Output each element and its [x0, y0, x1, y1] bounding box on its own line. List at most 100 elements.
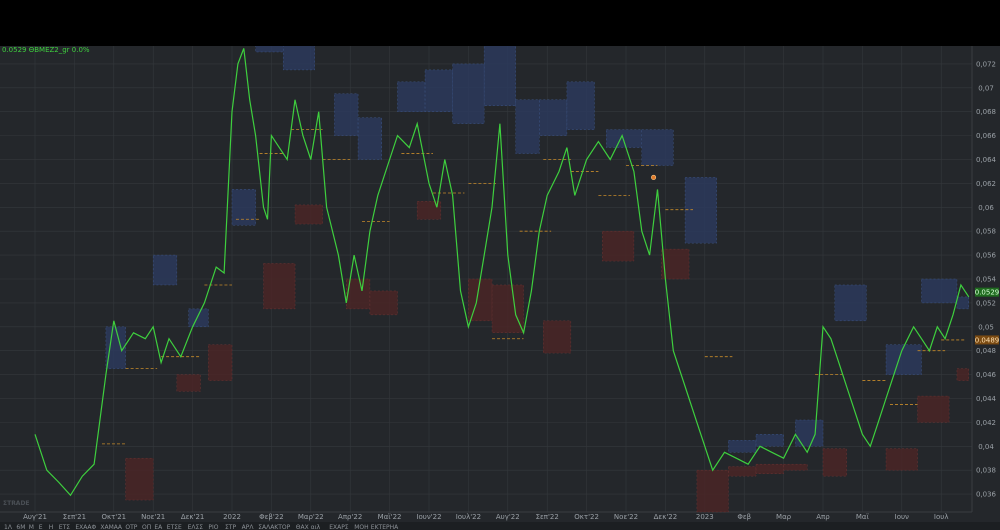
resistance-box — [357, 117, 382, 160]
y-tick-label: 0,04 — [978, 443, 994, 451]
toolbar-item[interactable]: ΕΛΣΣ — [188, 524, 204, 530]
resistance-box — [566, 81, 595, 130]
toolbar-item[interactable]: Ε — [39, 524, 43, 530]
support-box — [728, 466, 757, 477]
support-box — [755, 463, 784, 475]
resistance-box — [424, 69, 453, 112]
x-tick-label: Σεπ'22 — [536, 513, 559, 521]
toolbar-item[interactable]: ΕΤΣ — [59, 524, 70, 530]
y-tick-label: 0,066 — [976, 132, 997, 140]
resistance-box — [921, 278, 958, 304]
x-tick-label: 2023 — [696, 513, 714, 521]
toolbar-item[interactable]: ΟΠ — [142, 524, 151, 530]
resistance-box — [397, 81, 426, 112]
support-box — [346, 278, 371, 310]
support-box — [783, 463, 808, 471]
toolbar-item[interactable]: ΕΧΑΡΣ — [329, 524, 349, 530]
support-box — [491, 284, 524, 334]
event-marker — [651, 174, 657, 180]
resistance-box — [641, 129, 674, 166]
resistance-box — [515, 99, 540, 154]
x-tick-label: Μαϊ'22 — [378, 513, 402, 521]
resistance-box — [834, 284, 867, 322]
x-tick-label: Ιουλ — [934, 513, 949, 521]
x-tick-label: Οκτ'22 — [574, 513, 599, 521]
y-tick-label: 0,068 — [976, 108, 996, 116]
y-tick-label: 0,036 — [976, 491, 997, 499]
legend-label: 0.0529 ΘΒΜΕΖ2_gr 0.0% — [2, 46, 90, 54]
bottom-toolbar[interactable]: 1Λ 6Μ Μ Ε Η ΕΤΣ ΕΧΑΑΦ ΧΑΜΑΑ ΟΤΡ ΟΠ ΕΑ ΕΤΣΕ ΕΛΣΣ ΡΙΟ ΣΤ… — [0, 522, 1000, 530]
resistance-box — [795, 419, 824, 447]
x-tick-label: Ιουλ'22 — [456, 513, 481, 521]
price-line — [34, 48, 970, 497]
toolbar-item[interactable]: ΘΑΧ αιλ — [296, 524, 321, 530]
resistance-box — [255, 46, 284, 53]
toolbar-item[interactable]: ΕΑ — [154, 524, 163, 530]
x-tick-label: Νοε'22 — [614, 513, 638, 521]
resistance-box — [483, 46, 516, 106]
support-box — [696, 469, 729, 513]
y-tick-label: 0,054 — [976, 276, 997, 284]
x-tick-label: Φεβ — [737, 513, 751, 521]
toolbar-item[interactable]: Μ — [29, 524, 34, 530]
y-tick-label: 0,05 — [978, 323, 994, 331]
support-box — [822, 448, 847, 477]
y-tick-label: 0,062 — [976, 180, 996, 188]
x-tick-label: Οκτ'21 — [101, 513, 126, 521]
dashed-levels — [101, 129, 965, 445]
toolbar-item[interactable]: ΡΙΟ — [208, 524, 218, 530]
y-tick-label: 0,038 — [976, 467, 996, 475]
last-price-badge-bg — [975, 287, 999, 297]
y-tick-label: 0,056 — [976, 252, 997, 260]
toolbar-item[interactable]: Η — [49, 524, 54, 530]
toolbar-item[interactable]: ΑΡΛ — [242, 524, 255, 530]
price-chart[interactable]: 0,036 0,038 0,04 0,042 0,044 0,046 0,048 0,05 0,… — [0, 46, 1000, 530]
support-box — [369, 290, 398, 316]
y-axis: 0,036 0,038 0,04 0,042 0,044 0,046 0,048 0,05 0,… — [976, 60, 997, 498]
y-tick-label: 0,048 — [976, 347, 996, 355]
support-box — [956, 368, 970, 381]
toolbar-item[interactable]: ΜΟΗ — [354, 524, 368, 530]
toolbar-item[interactable]: ΕΧΑΑΦ — [75, 524, 96, 530]
toolbar-item[interactable]: 1Λ — [4, 524, 13, 530]
x-tick-label: Σεπ'21 — [63, 513, 86, 521]
level-badge: 0.0489 — [975, 336, 1000, 344]
x-tick-label: Αυγ'22 — [496, 513, 520, 521]
x-tick-label: Μαρ — [776, 513, 792, 521]
resistance-box — [539, 99, 568, 136]
price-badges: 0.0529 0.0489 — [975, 287, 1000, 345]
toolbar-item[interactable]: ΣΤΡ — [225, 524, 236, 530]
support-box — [416, 201, 442, 220]
x-tick-label: 2022 — [223, 513, 241, 521]
resistance-box — [606, 129, 643, 148]
support-box — [208, 344, 233, 381]
support-box — [263, 263, 296, 310]
support-box — [602, 230, 635, 262]
resistance-box — [728, 440, 757, 453]
resistance-box — [885, 344, 922, 375]
resistance-box — [231, 189, 256, 226]
x-tick-label: Δεκ'21 — [181, 513, 205, 521]
y-tick-label: 0,064 — [976, 156, 997, 164]
toolbar-item[interactable]: ΧΑΜΑΑ — [100, 524, 122, 530]
resistance-box — [334, 93, 359, 136]
y-tick-label: 0,052 — [976, 299, 996, 307]
resistance-box — [956, 296, 970, 310]
x-tick-label: Νοε'21 — [141, 513, 165, 521]
resistance-box — [105, 326, 126, 369]
toolbar-item[interactable]: ΕΚΤΕΡΗΑ — [371, 524, 399, 530]
toolbar-item[interactable]: ΟΤΡ — [125, 524, 137, 530]
x-axis: Αυγ'21 Σεπ'21 Οκτ'21 Νοε'21 Δεκ'21 2022 Φεβ'22… — [23, 513, 948, 521]
resistance-box — [152, 254, 178, 286]
y-tick-label: 0,06 — [978, 204, 994, 212]
x-tick-label: Απρ'22 — [338, 513, 362, 521]
x-tick-label: Μαϊ — [856, 513, 870, 521]
support-box — [176, 374, 201, 392]
toolbar-item[interactable]: ΣΑΛΑΚΤΟΡ — [258, 524, 290, 530]
y-tick-label: 0,042 — [976, 419, 996, 427]
toolbar-item[interactable]: 6Μ — [16, 524, 25, 530]
markers — [651, 174, 657, 180]
x-tick-label: Ιουν — [895, 513, 909, 521]
x-tick-label: Απρ — [816, 513, 830, 521]
toolbar-item[interactable]: ΕΤΣΕ — [167, 524, 182, 530]
